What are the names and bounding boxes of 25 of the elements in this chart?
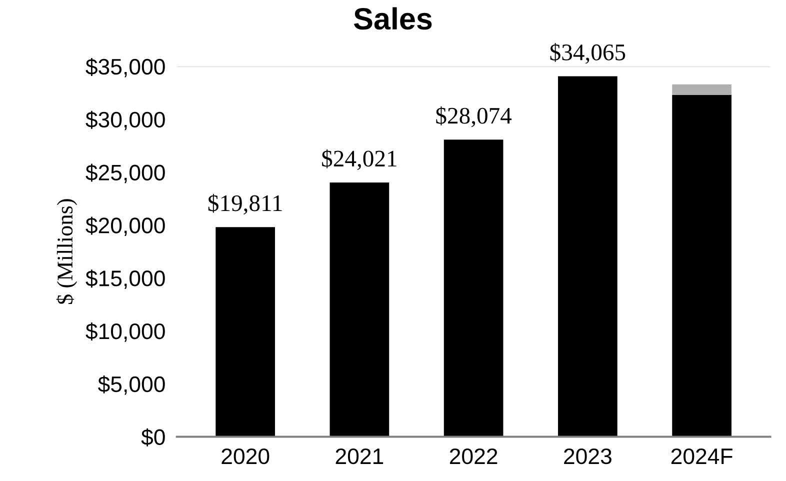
y-tick-label: $20,000: [86, 216, 165, 236]
y-tick-label: $0: [141, 428, 165, 446]
data-label: $28,074: [436, 106, 512, 128]
y-tick-label: $30,000: [86, 110, 165, 130]
bar: [216, 227, 275, 437]
y-axis-title: $ (Millions): [56, 199, 78, 304]
x-tick-label: 2023: [564, 448, 612, 464]
x-tick-label: 2024F: [671, 448, 732, 464]
y-tick-label: $35,000: [86, 58, 165, 78]
y-tick-label: $10,000: [86, 322, 165, 342]
bar: [672, 94, 732, 437]
data-label: $19,811: [208, 194, 282, 215]
y-tick-label: $15,000: [86, 270, 165, 289]
x-tick-label: 2021: [336, 448, 384, 464]
x-tick-label: 2020: [222, 448, 270, 464]
bar: [672, 84, 732, 95]
data-label: $24,021: [322, 149, 396, 170]
data-label: $34,065: [550, 43, 626, 64]
bar: [444, 140, 504, 437]
bar: [330, 182, 390, 437]
x-tick-label: 2022: [450, 448, 498, 464]
y-tick-label: $5,000: [98, 375, 165, 395]
chart-title: Sales: [354, 7, 432, 30]
y-tick-label: $25,000: [86, 164, 165, 184]
bar: [558, 76, 618, 437]
